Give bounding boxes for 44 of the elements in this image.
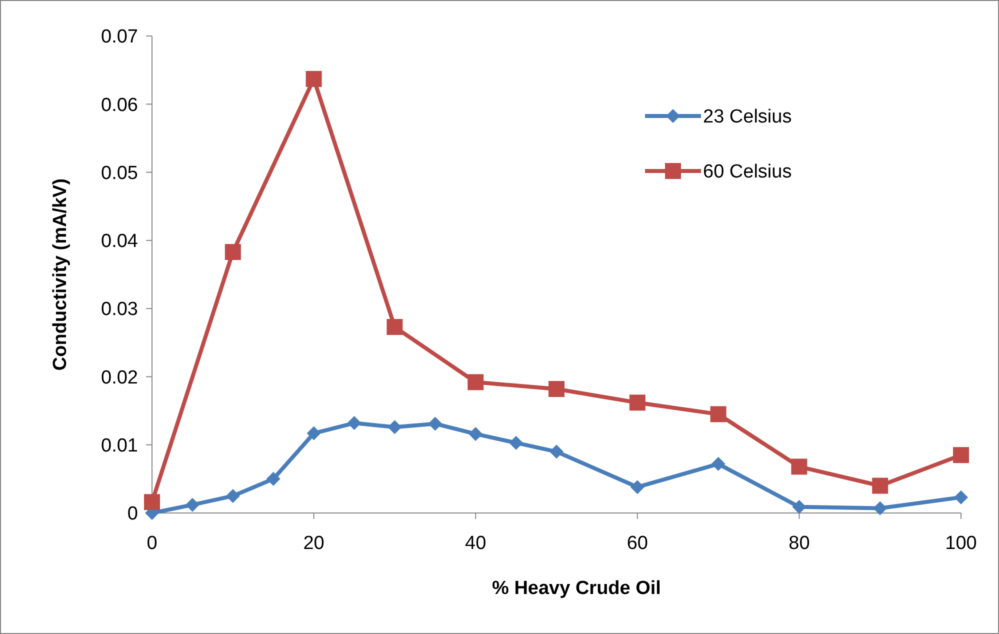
point [428, 416, 442, 431]
point [630, 480, 644, 494]
legend-label: 60 Celsius [703, 162, 792, 183]
point [710, 406, 726, 422]
y-tick-label: 0.07 [101, 26, 138, 48]
point [306, 426, 321, 440]
point [226, 488, 240, 503]
x-tick-label: 40 [465, 533, 486, 554]
point [468, 374, 484, 390]
point [954, 490, 968, 504]
point [468, 426, 483, 441]
point [347, 416, 362, 430]
x-axis-title: % Heavy Crude Oil [492, 578, 661, 599]
point [711, 456, 726, 471]
y-tick-label: 0.04 [101, 231, 138, 252]
x-tick-label: 0 [146, 533, 158, 554]
y-tick-label: 0.05 [101, 162, 138, 184]
point [791, 458, 808, 475]
y-tick-label: 0 [127, 504, 138, 525]
point [386, 318, 403, 335]
point [185, 498, 200, 512]
point [266, 472, 280, 486]
point [873, 501, 888, 516]
point [144, 494, 160, 510]
point [388, 420, 402, 434]
x-tick-label: 100 [945, 533, 977, 554]
point [629, 394, 646, 411]
y-tick-label: 0.01 [101, 436, 138, 457]
x-tick-label: 60 [626, 533, 648, 554]
point [792, 500, 806, 514]
x-tick-label: 80 [788, 533, 810, 554]
point [548, 380, 564, 397]
y-tick-label: 0.03 [101, 299, 138, 320]
y-tick-label: 0.06 [101, 94, 138, 116]
point [306, 70, 322, 87]
point [550, 444, 564, 459]
y-tick-label: 0.02 [101, 367, 138, 388]
y-axis-title: Conductivity (mA/kV) [50, 178, 71, 371]
point [509, 436, 524, 450]
point [953, 447, 969, 464]
x-tick-label: 20 [303, 533, 324, 554]
point [224, 244, 241, 260]
point [872, 478, 888, 494]
legend-label: 23 Celsius [703, 106, 792, 128]
